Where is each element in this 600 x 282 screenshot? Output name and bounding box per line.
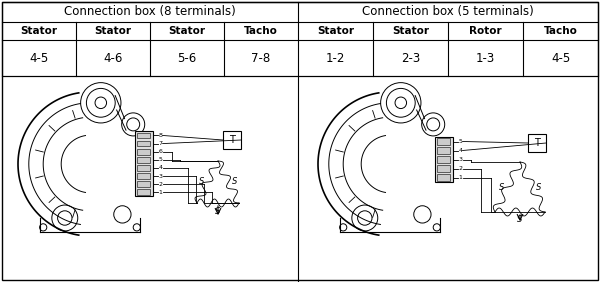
Bar xyxy=(437,174,450,181)
Text: 5-6: 5-6 xyxy=(178,52,197,65)
Text: S: S xyxy=(499,182,504,191)
Text: 4: 4 xyxy=(458,148,463,153)
Bar xyxy=(223,131,241,149)
Text: 4-5: 4-5 xyxy=(551,52,570,65)
Bar xyxy=(437,138,450,145)
Text: 1: 1 xyxy=(158,190,163,195)
Text: 5: 5 xyxy=(458,139,463,144)
Text: Tacho: Tacho xyxy=(244,26,278,36)
Text: Stator: Stator xyxy=(169,26,205,36)
Text: 2: 2 xyxy=(158,182,163,187)
Bar xyxy=(137,173,150,179)
Text: 4-6: 4-6 xyxy=(103,52,122,65)
Bar xyxy=(437,156,450,163)
Text: 1: 1 xyxy=(458,175,463,180)
Text: Connection box (8 terminals): Connection box (8 terminals) xyxy=(64,6,236,19)
Text: 4: 4 xyxy=(158,166,163,170)
Text: 7: 7 xyxy=(158,141,163,146)
Text: T: T xyxy=(534,138,540,148)
Bar xyxy=(134,131,152,196)
Text: 4-5: 4-5 xyxy=(29,52,49,65)
Bar xyxy=(137,165,150,171)
Text: 7-8: 7-8 xyxy=(251,52,271,65)
Text: Stator: Stator xyxy=(392,26,429,36)
Text: 1-3: 1-3 xyxy=(476,52,495,65)
Text: Stator: Stator xyxy=(95,26,131,36)
Text: Rotor: Rotor xyxy=(469,26,502,36)
Text: 3: 3 xyxy=(158,174,163,179)
Bar xyxy=(434,137,452,182)
Bar xyxy=(137,141,150,146)
Text: 6: 6 xyxy=(158,149,163,154)
Text: 2-3: 2-3 xyxy=(401,52,420,65)
Text: Stator: Stator xyxy=(317,26,354,36)
Text: Connection box (5 terminals): Connection box (5 terminals) xyxy=(362,6,534,19)
Text: S: S xyxy=(199,177,204,186)
Bar xyxy=(137,181,150,187)
Bar xyxy=(137,157,150,163)
Text: 2: 2 xyxy=(458,166,463,171)
Bar xyxy=(137,190,150,195)
Text: S: S xyxy=(215,206,221,215)
Text: T: T xyxy=(229,135,235,145)
Bar xyxy=(137,149,150,155)
Bar xyxy=(437,147,450,154)
Text: S: S xyxy=(232,177,237,186)
Text: 5: 5 xyxy=(158,157,163,162)
Text: 8: 8 xyxy=(158,133,163,138)
Bar xyxy=(2,2,598,76)
Bar xyxy=(437,165,450,172)
Bar xyxy=(137,133,150,138)
Text: S: S xyxy=(536,182,541,191)
Text: S: S xyxy=(517,215,523,224)
Text: Stator: Stator xyxy=(20,26,58,36)
Text: 3: 3 xyxy=(458,157,463,162)
Text: Tacho: Tacho xyxy=(544,26,577,36)
Bar xyxy=(528,134,546,152)
Text: 1-2: 1-2 xyxy=(326,52,345,65)
